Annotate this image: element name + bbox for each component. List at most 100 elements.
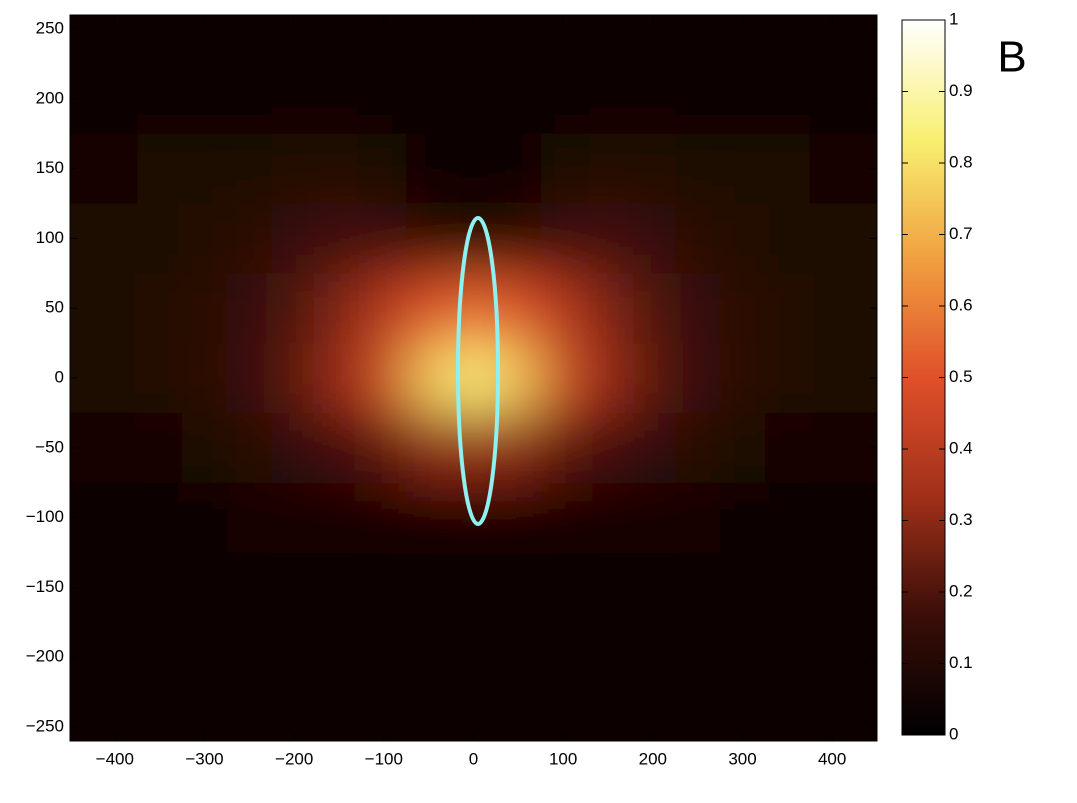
heatmap-cell [451,692,497,741]
heatmap-cell [361,273,408,345]
heatmap-cell [585,343,632,414]
heatmap-cell [182,412,228,484]
heatmap-cell [406,692,453,741]
heatmap-cell [70,412,139,484]
heatmap-cell [585,412,632,484]
heatmap-cell [271,343,318,414]
colorbar-tick-label: 0.6 [949,295,973,314]
heatmap-cell [226,482,273,554]
heatmap-cell [809,273,877,345]
heatmap-cell [137,552,184,624]
y-tick-label: −100 [26,507,64,526]
x-tick-label: 100 [549,749,577,768]
heatmap-cell [495,15,542,65]
heatmap-cell [764,412,811,484]
heatmap-cell [540,412,587,484]
colorbar-tick-label: 0 [949,724,958,743]
heatmap-cell [585,692,632,741]
heatmap-cell [495,622,542,694]
heatmap-cell [675,203,722,275]
heatmap-cell [720,692,766,741]
heatmap-cell [540,343,587,414]
heatmap-cell [137,15,184,65]
heatmap-cell [495,133,542,205]
heatmap-cell [809,692,877,741]
heatmap-cell [182,133,228,205]
heatmap-cell [406,343,453,414]
heatmap-cell [182,343,228,414]
heatmap-cell [182,203,228,275]
heatmap-cell [585,203,632,275]
heatmap-cell [585,63,632,135]
colorbar-tick-label: 0.7 [949,224,973,243]
heatmap-cell [764,273,811,345]
y-tick-label: 150 [36,158,64,177]
heatmap-cell [271,692,318,741]
plot-frame [69,14,878,742]
heatmap-cell [720,412,766,484]
heatmap [70,15,877,741]
heatmap-cell [406,482,453,554]
heatmap-cell [495,412,542,484]
heatmap-cell [540,622,587,694]
heatmap-cell [182,63,228,135]
heatmap-cell [720,15,766,65]
heatmap-cell [137,622,184,694]
heatmap-cell [226,692,273,741]
heatmap-cell [226,552,273,624]
heatmap-cell [316,15,363,65]
x-tick-label: 300 [728,749,756,768]
heatmap-cell [720,203,766,275]
heatmap-cell [764,15,811,65]
heatmap-cell [540,133,587,205]
heatmap-cell [540,273,587,345]
heatmap-cell [720,133,766,205]
heatmap-cell [361,622,408,694]
heatmap-cell [495,482,542,554]
heatmap-cell [451,552,497,624]
heatmap-cell [675,273,722,345]
heatmap-cell [361,552,408,624]
heatmap-cell [271,552,318,624]
heatmap-cell [226,343,273,414]
heatmap-cell [316,343,363,414]
heatmap-cell [764,343,811,414]
heatmap-cell [70,273,139,345]
heatmap-cell [316,622,363,694]
heatmap-cell [361,412,408,484]
heatmap-cell [226,412,273,484]
heatmap-cell [495,203,542,275]
ellipse-annotation [456,216,500,526]
heatmap-cell [675,63,722,135]
heatmap-cell [675,622,722,694]
heatmap-cell [70,552,139,624]
heatmap-cell [540,15,587,65]
heatmap-cell [451,133,497,205]
heatmap-cell [675,133,722,205]
heatmap-cell [137,273,184,345]
heatmap-cell [70,15,139,65]
heatmap-cell [540,482,587,554]
colorbar-tick-label: 1 [949,9,958,28]
heatmap-cell [809,203,877,275]
heatmap-cell [271,273,318,345]
y-tick-label: 100 [36,228,64,247]
heatmap-cell [316,63,363,135]
heatmap-cell [70,692,139,741]
heatmap-cell [809,343,877,414]
heatmap-cell [406,203,453,275]
heatmap-cell [495,552,542,624]
heatmap-cell [764,63,811,135]
heatmap-cell [764,552,811,624]
heatmap-cell [720,63,766,135]
heatmap-cell [271,63,318,135]
heatmap-cell [720,552,766,624]
x-tick-label: 400 [818,749,846,768]
heatmap-cell [495,343,542,414]
heatmap-cell [630,133,677,205]
y-tick-label: 200 [36,88,64,107]
heatmap-cell [316,412,363,484]
heatmap-cell [630,552,677,624]
y-tick-label: −200 [26,647,64,666]
heatmap-cell [271,622,318,694]
